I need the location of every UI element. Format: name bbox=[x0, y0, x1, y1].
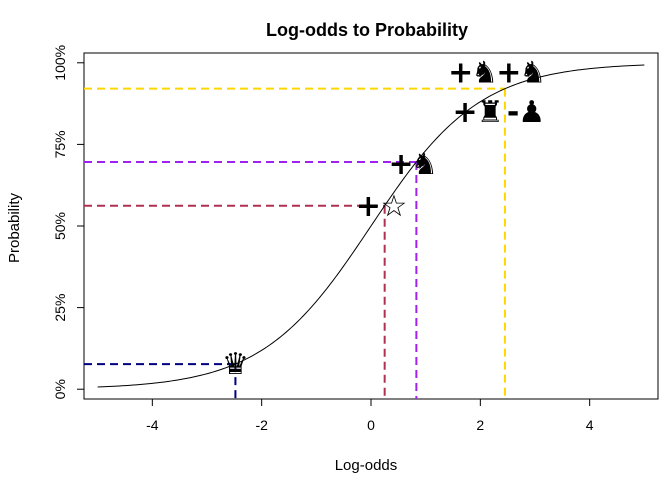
pawn-symbol: ♟ bbox=[518, 95, 545, 130]
plot-area: -4 -2 0 2 40%25%50%75%100%♛+ ☆+♞+ ♜ -♟+♞+♞ bbox=[52, 45, 659, 433]
y-tick-label: 0% bbox=[52, 379, 68, 399]
x-tick-label: 2 bbox=[476, 417, 484, 433]
x-tick-label: -4 bbox=[146, 417, 159, 433]
x-tick-label: 4 bbox=[586, 417, 594, 433]
x-tick-label: -2 bbox=[255, 417, 268, 433]
x-axis-label: Log-odds bbox=[335, 457, 398, 474]
y-tick-label: 100% bbox=[52, 45, 68, 81]
y-tick-label: 75% bbox=[52, 130, 68, 158]
y-tick-label: 25% bbox=[52, 294, 68, 322]
plus-sign: + bbox=[388, 147, 413, 182]
chart-title: Log-odds to Probability bbox=[266, 20, 468, 40]
x-tick-label: 0 bbox=[367, 417, 375, 433]
plus-sign: + bbox=[448, 56, 473, 91]
plus-sign: + bbox=[496, 56, 521, 91]
plus-sign: + bbox=[452, 95, 477, 130]
minus-sign: - bbox=[507, 95, 519, 130]
knight-symbol: ♞ bbox=[411, 147, 438, 182]
plus-sign: + bbox=[356, 189, 381, 224]
logistic-curve bbox=[97, 64, 645, 388]
knight-symbol: ♞ bbox=[471, 56, 498, 91]
rook-symbol: ♜ bbox=[477, 95, 504, 130]
y-axis-label: Probability bbox=[6, 192, 23, 263]
queen-symbol: ♛ bbox=[222, 347, 249, 382]
y-tick-label: 50% bbox=[52, 212, 68, 240]
knight-symbol: ♞ bbox=[519, 56, 546, 91]
star-symbol: ☆ bbox=[381, 189, 408, 224]
